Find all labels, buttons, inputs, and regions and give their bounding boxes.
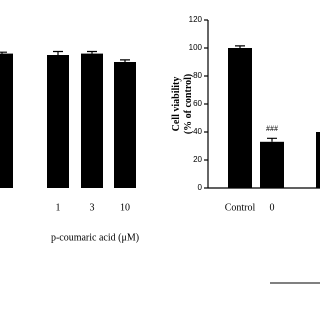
x-axis-label: p-coumaric acid (μM) [51,232,139,243]
bar [114,62,136,188]
bar [47,55,69,188]
error-bar [0,51,7,54]
error-bar [87,50,97,54]
error-bar [235,45,245,48]
y-tick-label: 100 [189,43,203,52]
y-axis-label-line: Cell viability [171,77,182,132]
y-tick-label: 80 [193,71,202,80]
bar [81,53,103,188]
y-tick-label: 120 [189,15,203,24]
bar [228,48,252,188]
x-tick-label: 1 [56,202,61,213]
annotation: ### [266,124,278,133]
x-tick-label: 3 [90,202,95,213]
x-tick-label: 10 [120,202,130,213]
y-tick-label: 20 [193,155,202,164]
x-tick-label: 0 [270,202,275,213]
error-bar [267,137,277,142]
y-axis-label: Cell viability(% of control) [171,74,194,134]
bar [316,132,320,188]
y-tick-label: 40 [193,127,202,136]
error-bar [120,59,130,62]
bar [0,53,13,188]
bar [260,141,284,188]
y-axis-label-line: (% of control) [183,74,194,134]
x-tick-label: Control [225,202,256,213]
error-bar [53,50,63,55]
y-tick-label: 60 [193,99,202,108]
y-tick-label: 0 [198,183,203,192]
